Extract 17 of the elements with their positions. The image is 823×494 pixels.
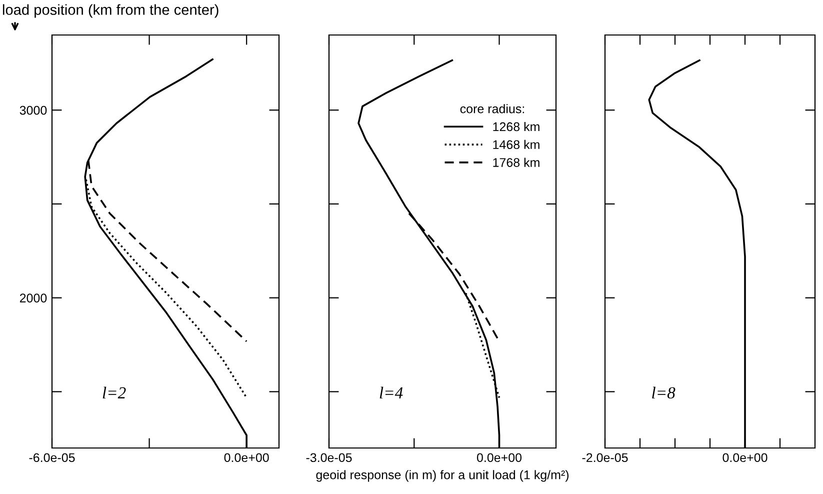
x-tick-label: -2.0e-05 [582,453,628,462]
x-tick-label: -6.0e-05 [29,453,75,462]
legend-title: core radius: [460,104,524,114]
x-tick-label: 0.0e+00 [722,453,768,462]
legend-label: 1268 km [493,122,540,132]
x-tick-label: 0.0e+00 [224,453,269,462]
y-tick-label: 3000 [20,106,47,115]
legend-label: 1468 km [493,140,540,150]
annotation: l=8 [652,386,676,398]
x-tick-label: -3.0e-05 [306,453,352,462]
x-tick-label: 0.0e+00 [476,453,522,462]
y-axis-title: load position (km from the center) [2,4,218,18]
annotation: l=2 [102,386,126,398]
legend-label: 1768 km [493,158,540,167]
y-tick-label: 2000 [20,294,47,302]
x-axis-title: geoid response (in m) for a unit load (1 kg/m²) [316,470,569,482]
annotation: l=4 [380,386,403,398]
